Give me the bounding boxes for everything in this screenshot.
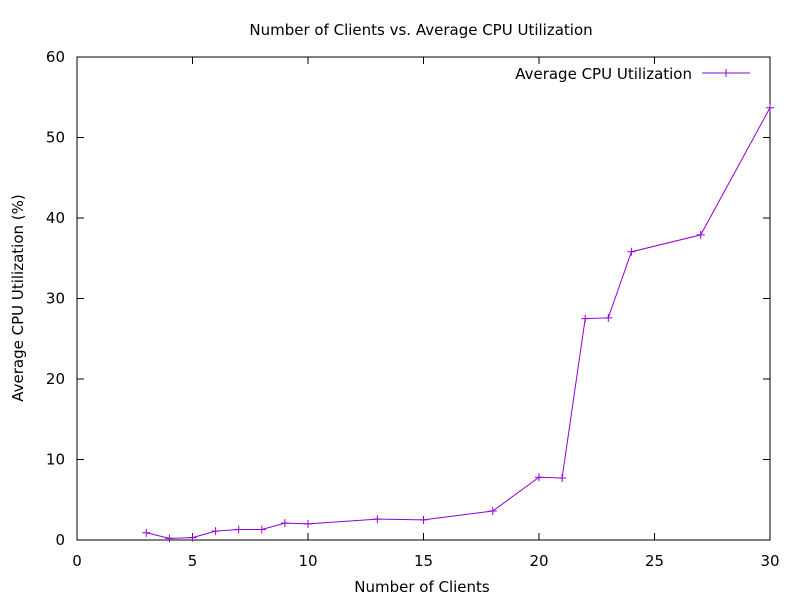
series-layer (142, 103, 774, 543)
data-point-marker (558, 474, 567, 483)
data-point-marker (627, 247, 636, 256)
data-point-marker (373, 515, 382, 524)
data-point-marker (766, 103, 774, 112)
plot-border (76, 56, 771, 541)
x-axis: 0 5 10 15 20 25 30 (72, 57, 780, 570)
data-point-marker (211, 527, 220, 536)
x-axis-label: Number of Clients (354, 578, 490, 596)
x-tick-label: 20 (529, 552, 548, 570)
data-point-marker (604, 313, 613, 322)
chart-title: Number of Clients vs. Average CPU Utiliz… (249, 21, 592, 39)
y-axis-label: Average CPU Utilization (%) (9, 194, 27, 402)
plot-area: 0 5 10 15 20 25 30 0 10 20 30 40 50 60 (46, 48, 780, 570)
data-point-marker (419, 515, 428, 524)
x-tick-label: 15 (414, 552, 433, 570)
y-tick-label: 20 (46, 370, 65, 388)
y-tick-label: 0 (55, 531, 65, 549)
data-point-marker (581, 314, 590, 323)
y-tick-label: 10 (46, 451, 65, 469)
data-point-marker (165, 534, 174, 543)
y-tick-label: 30 (46, 290, 65, 308)
x-tick-label: 5 (188, 552, 198, 570)
data-point-marker (488, 507, 497, 516)
y-axis: 0 10 20 30 40 50 60 (46, 48, 770, 549)
x-tick-label: 30 (760, 552, 779, 570)
y-tick-label: 50 (46, 129, 65, 147)
y-tick-label: 60 (46, 48, 65, 66)
x-tick-label: 0 (72, 552, 82, 570)
legend-marker (722, 69, 730, 77)
data-point-marker (257, 525, 266, 534)
data-point-marker (304, 519, 312, 528)
data-point-marker (280, 519, 289, 528)
data-point-marker (696, 230, 705, 239)
data-point-marker (234, 525, 243, 534)
x-tick-label: 25 (645, 552, 664, 570)
x-tick-label: 10 (298, 552, 317, 570)
data-point-marker (535, 473, 543, 482)
data-point-marker (188, 533, 197, 542)
data-point-marker (142, 528, 151, 537)
legend-label: Average CPU Utilization (515, 65, 692, 83)
y-tick-label: 40 (46, 209, 65, 227)
series-line (146, 107, 771, 539)
legend: Average CPU Utilization (515, 65, 750, 83)
